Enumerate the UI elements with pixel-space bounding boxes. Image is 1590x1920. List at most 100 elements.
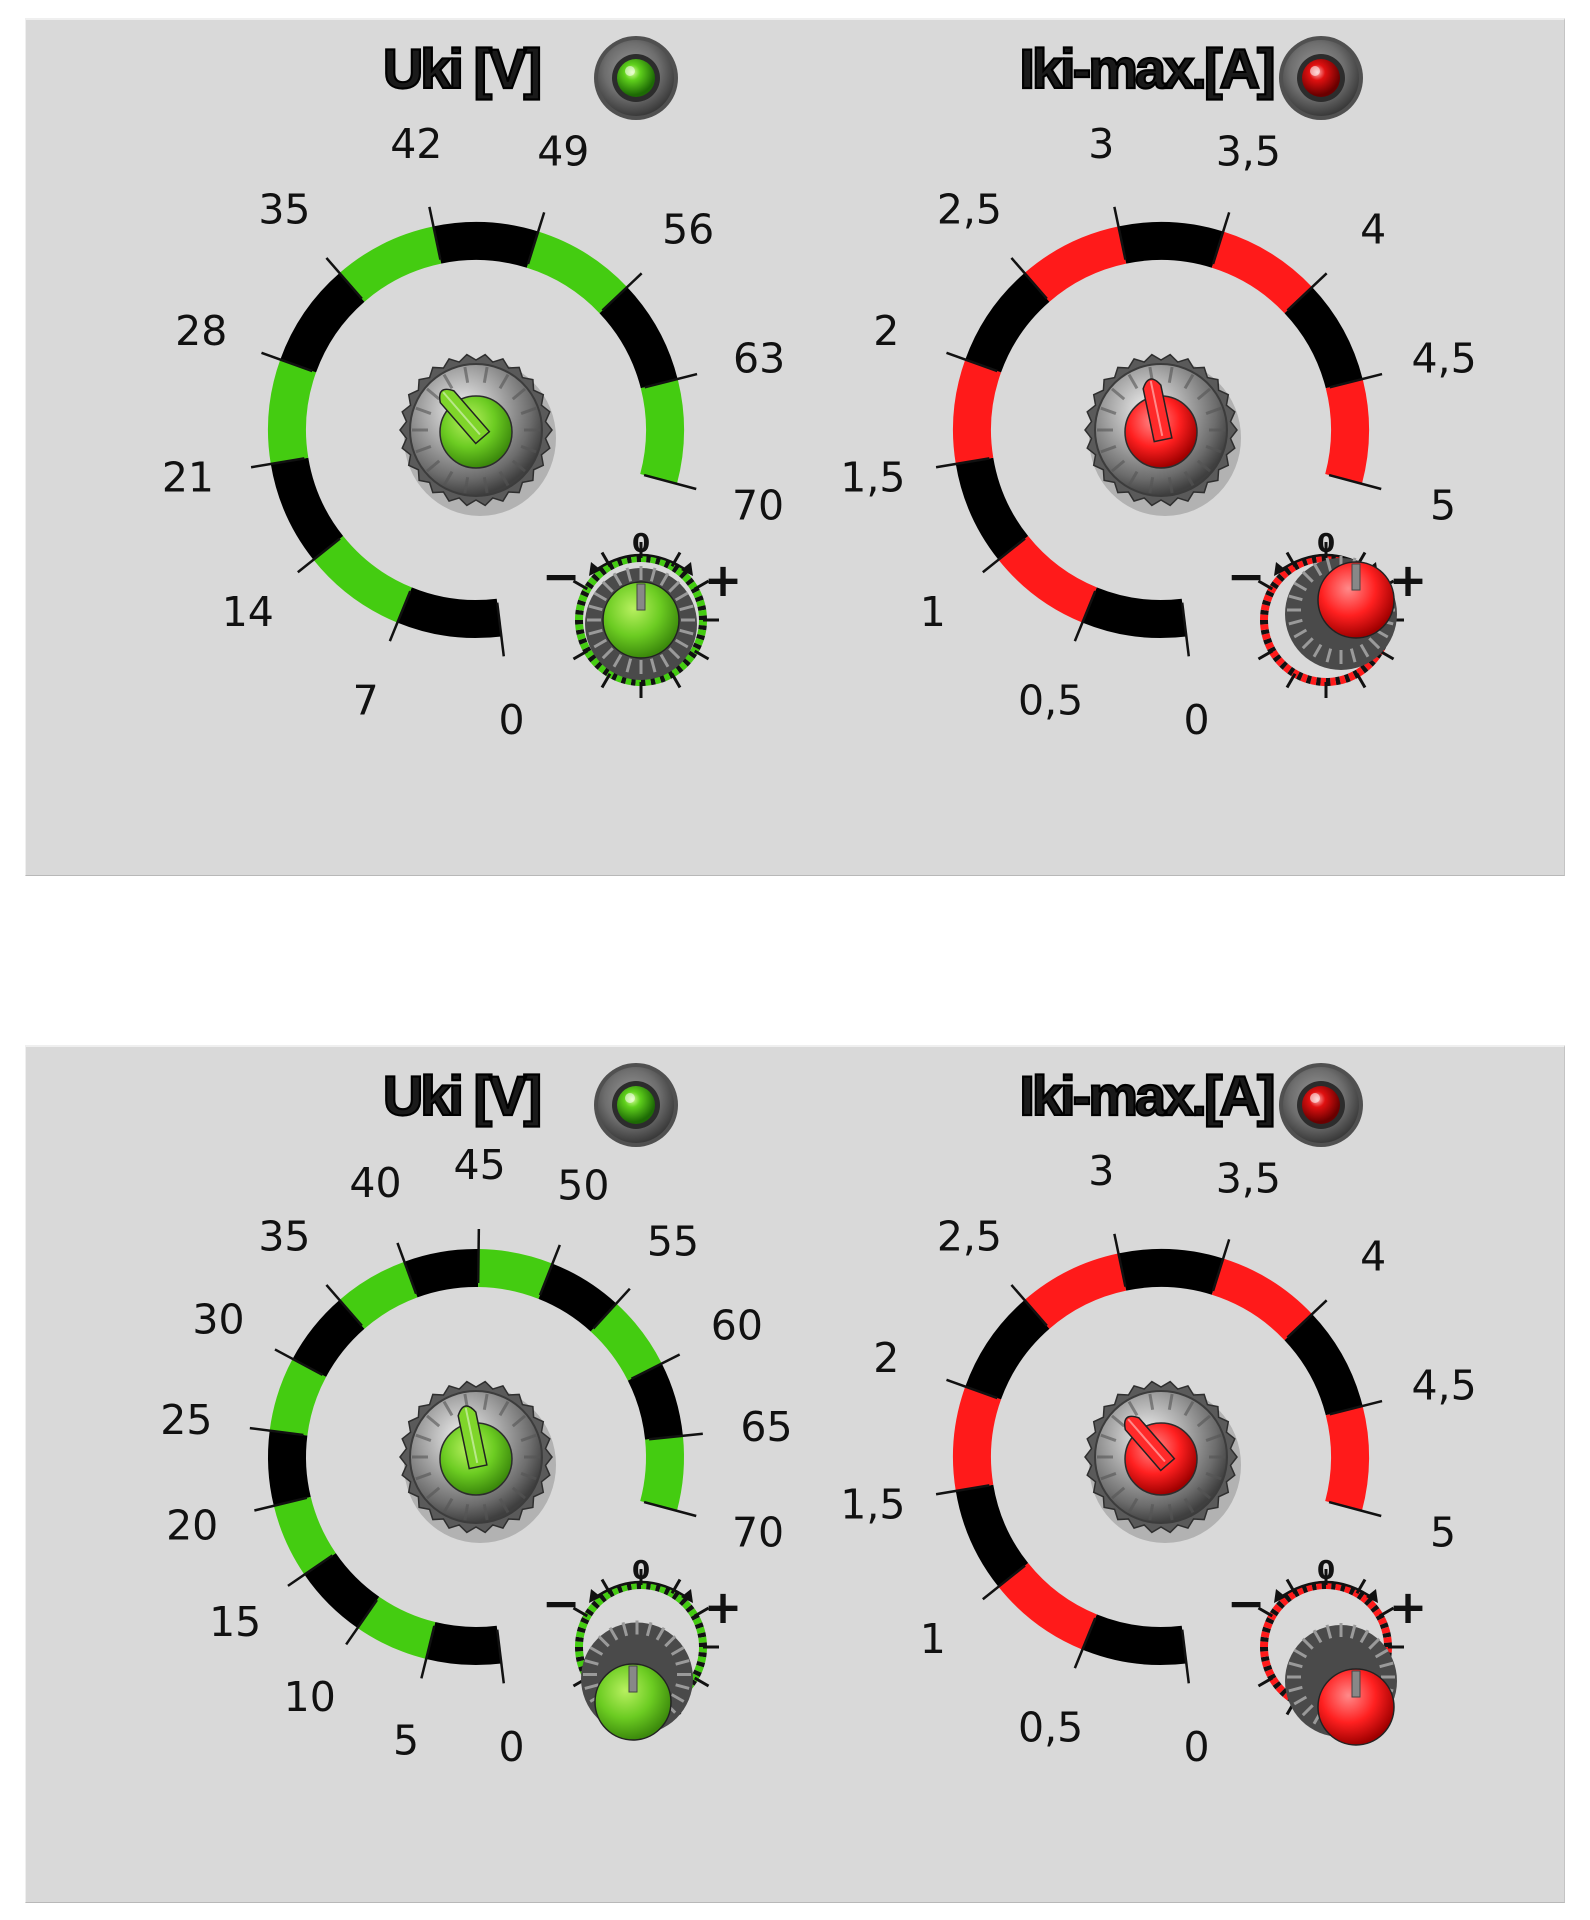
voltage-trim-knob-minus-label: − [542, 549, 581, 603]
current-trim-knob-plus-label: + [1389, 1580, 1428, 1634]
current-scale-label: 4,5 [1411, 1361, 1476, 1409]
current-title: Iki-max.[A] [1019, 37, 1273, 100]
current-scale-label: 4,5 [1411, 334, 1476, 382]
current-scale-segment [953, 1386, 1002, 1491]
current-scale: 0 0,5 1 1,5 2 2,5 3 3,5 4 4,5 5 [840, 120, 1476, 744]
voltage-scale-segment [357, 1596, 436, 1659]
current-scale-label: 2,5 [937, 186, 1002, 234]
voltage-scale-label: 0 [499, 696, 525, 744]
voltage-scale-label: 21 [162, 454, 214, 502]
current-scale-segment [998, 536, 1097, 623]
voltage-knob[interactable] [399, 353, 556, 516]
voltage-scale-segment [292, 1300, 365, 1377]
voltage-scale-tick [297, 537, 341, 574]
current-trim-knob-minus-label: − [1227, 1576, 1266, 1630]
voltage-scale-label: 49 [537, 127, 589, 175]
voltage-scale-label: 0 [499, 1723, 525, 1771]
current-scale-segment [1118, 1249, 1224, 1295]
control-panel-1: Uki [V] 0 7 14 21 28 35 42 49 56 63 70 0− + Iki-max.[A… [25, 18, 1565, 876]
voltage-knob[interactable] [399, 1380, 556, 1543]
voltage-scale-segment [526, 231, 628, 314]
voltage-scale-label: 60 [711, 1302, 763, 1350]
current-knob[interactable] [1084, 1380, 1241, 1543]
current-scale-tick [1286, 1299, 1328, 1339]
voltage-scale-tick [325, 257, 363, 300]
current-trim-knob-minus-label: − [1227, 549, 1266, 603]
current-led [1279, 1063, 1363, 1147]
current-scale-label: 4 [1360, 1232, 1386, 1280]
voltage-scale-tick [261, 351, 313, 373]
voltage-scale-tick [476, 1229, 481, 1284]
current-scale-segment [1325, 378, 1369, 484]
voltage-scale-label: 20 [166, 1502, 218, 1550]
voltage-scale-label: 28 [175, 307, 227, 355]
current-scale-segment [1082, 1614, 1187, 1665]
current-scale-tick [946, 1378, 998, 1400]
voltage-scale-segment [269, 1358, 327, 1436]
voltage-led [594, 36, 678, 120]
voltage-scale-segment [270, 457, 344, 560]
voltage-scale-tick [630, 1353, 681, 1380]
voltage-scale-tick [250, 457, 305, 469]
current-scale-segment [955, 457, 1029, 560]
current-scale-segment [1118, 222, 1224, 268]
voltage-scale-segment [273, 1496, 336, 1575]
current-scale-tick [1329, 372, 1383, 389]
voltage-trim-knob-zero-label: 0 [632, 1556, 650, 1586]
current-scale-label: 3,5 [1216, 127, 1281, 175]
voltage-scale-label: 5 [393, 1717, 419, 1765]
voltage-scale-label: 35 [258, 186, 310, 234]
voltage-scale-tick [495, 602, 506, 657]
voltage-scale-tick [420, 1625, 436, 1679]
current-trim-knob[interactable]: 0 − + [1227, 529, 1428, 698]
current-scale-label: 1 [920, 1615, 946, 1663]
voltage-scale-label: 25 [160, 1396, 212, 1444]
voltage-scale-segment [599, 287, 678, 389]
current-scale-tick [1073, 590, 1097, 642]
current-scale-segment [1284, 287, 1363, 389]
voltage-scale-segment [397, 587, 502, 638]
current-scale-label: 2 [873, 1334, 899, 1382]
voltage-scale-tick [592, 1287, 631, 1330]
current-scale-label: 1,5 [840, 1481, 905, 1529]
current-scale-tick [1010, 1284, 1048, 1327]
current-scale-tick [946, 351, 998, 373]
voltage-scale-label: 42 [390, 120, 442, 168]
current-knob-pointer [1142, 378, 1173, 443]
current-scale-segment [965, 273, 1050, 373]
voltage-knob-pointer [438, 388, 491, 445]
voltage-scale-tick [648, 1432, 703, 1441]
current-trim-knob[interactable]: 0 − + [1227, 1556, 1428, 1746]
voltage-scale-segment [304, 1553, 380, 1628]
current-scale-tick [982, 1564, 1026, 1601]
voltage-trim-knob[interactable]: 0 − + [542, 1556, 743, 1741]
current-scale-segment [965, 1300, 1050, 1400]
voltage-scale-segment [339, 226, 442, 302]
current-scale-tick [935, 1484, 990, 1496]
voltage-scale-tick [643, 473, 697, 491]
current-scale-tick [1329, 1399, 1383, 1416]
voltage-scale-tick [396, 1242, 418, 1295]
current-knob[interactable] [1084, 353, 1241, 516]
voltage-scale-label: 10 [284, 1673, 336, 1721]
voltage-scale-label: 65 [740, 1403, 792, 1451]
voltage-scale-label: 30 [192, 1295, 244, 1343]
current-scale-label: 3 [1088, 1147, 1114, 1195]
current-scale-segment [955, 1484, 1029, 1587]
voltage-scale-tick [388, 590, 412, 642]
voltage-scale-tick [345, 1599, 378, 1646]
voltage-scale-label: 63 [733, 334, 785, 382]
current-scale-label: 3 [1088, 120, 1114, 168]
voltage-scale-segment [478, 1249, 553, 1299]
voltage-scale-tick [538, 1244, 561, 1296]
voltage-scale-segment [640, 1435, 684, 1511]
current-scale-tick [1113, 206, 1127, 260]
voltage-trim-knob[interactable]: 0 − + [542, 529, 743, 698]
voltage-scale-segment [268, 1430, 311, 1506]
voltage-scale-tick [287, 1554, 334, 1587]
voltage-trim-knob-minus-label: − [542, 1576, 581, 1630]
voltage-trim-knob-plus-label: + [704, 1580, 743, 1634]
voltage-scale: 0 7 14 21 28 35 42 49 56 63 70 [162, 120, 785, 744]
